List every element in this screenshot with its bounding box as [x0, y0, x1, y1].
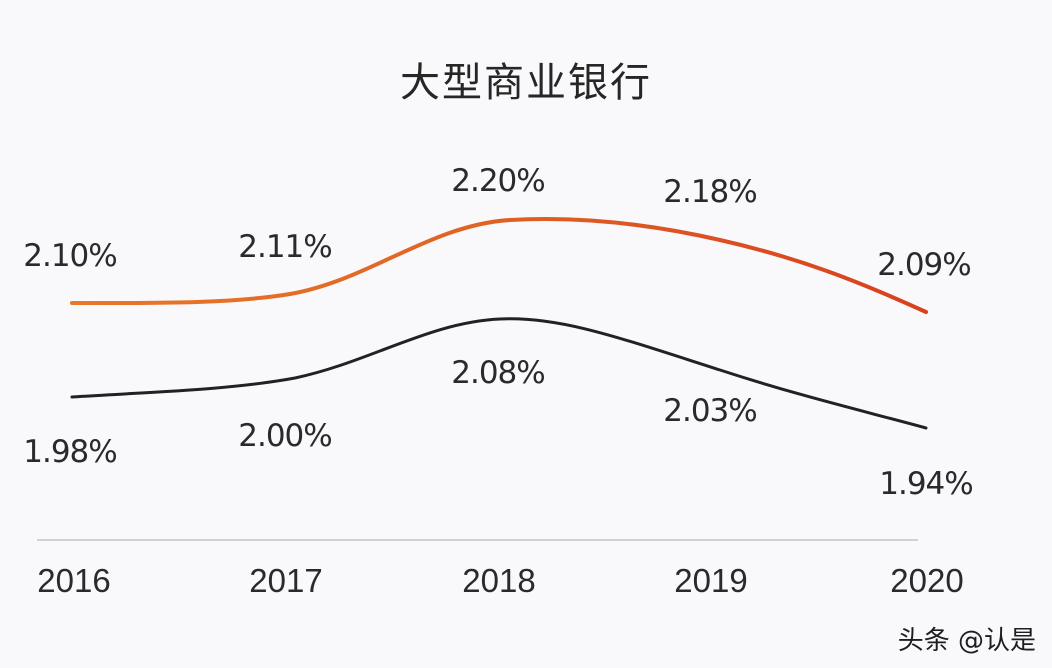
data-label-upper-2018: 2.20%: [451, 163, 545, 199]
chart-title: 大型商业银行: [400, 60, 652, 106]
data-label-lower-2018: 2.08%: [451, 355, 545, 391]
data-label-lower-2019: 2.03%: [663, 393, 757, 429]
data-label-lower-2016: 1.98%: [23, 434, 117, 470]
series-lower-line: [70, 317, 928, 430]
x-tick-2017: 2017: [249, 562, 323, 599]
data-label-upper-2017: 2.11%: [238, 229, 332, 265]
x-tick-2016: 2016: [37, 562, 111, 599]
x-tick-2019: 2019: [674, 562, 748, 599]
data-label-lower-2020: 1.94%: [879, 466, 973, 502]
watermark: 头条 @认是: [897, 626, 1036, 656]
series-upper-line: [70, 217, 928, 314]
data-label-upper-2016: 2.10%: [23, 238, 117, 274]
x-tick-2020: 2020: [890, 562, 964, 599]
x-tick-2018: 2018: [462, 562, 536, 599]
data-label-lower-2017: 2.00%: [238, 418, 332, 454]
data-label-upper-2019: 2.18%: [663, 174, 757, 210]
data-label-upper-2020: 2.09%: [877, 247, 971, 283]
